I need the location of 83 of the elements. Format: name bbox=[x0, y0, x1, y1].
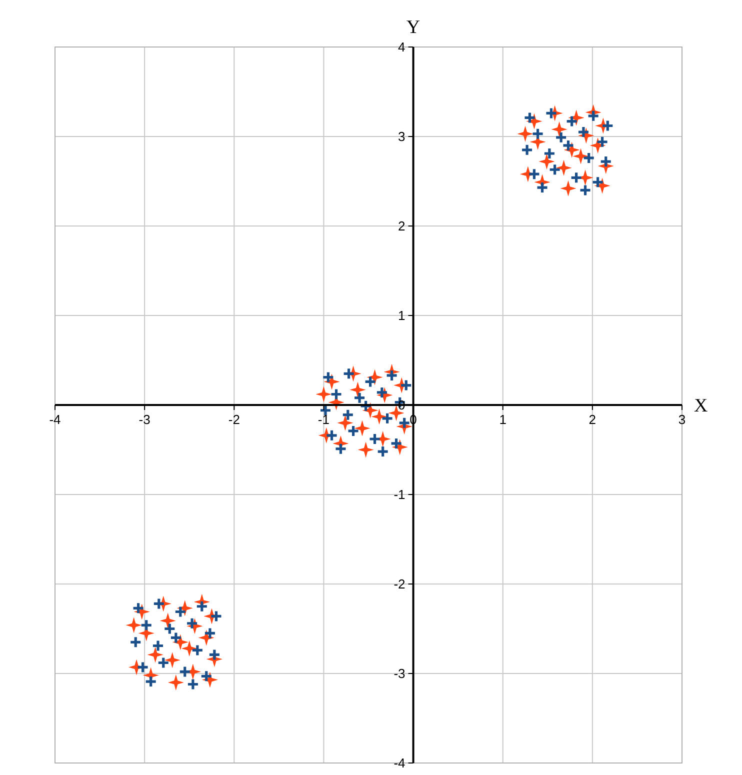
point bbox=[147, 646, 164, 663]
point bbox=[538, 154, 555, 170]
point bbox=[548, 163, 562, 176]
point bbox=[337, 414, 354, 431]
point bbox=[371, 408, 388, 425]
point bbox=[208, 648, 221, 662]
point bbox=[136, 660, 150, 674]
point bbox=[322, 370, 334, 384]
point bbox=[144, 675, 158, 688]
point bbox=[376, 386, 388, 399]
point bbox=[140, 618, 153, 632]
point bbox=[210, 610, 223, 623]
point bbox=[178, 665, 192, 678]
point bbox=[346, 424, 360, 438]
point bbox=[536, 181, 549, 194]
point bbox=[334, 442, 348, 456]
point bbox=[342, 408, 354, 422]
point bbox=[523, 111, 536, 124]
x-tick-label: 1 bbox=[499, 412, 506, 427]
x-tick-label: -1 bbox=[318, 412, 330, 427]
point bbox=[330, 388, 343, 401]
y-tick-label: 3 bbox=[398, 129, 406, 144]
y-tick-label: -2 bbox=[394, 576, 406, 592]
point bbox=[181, 640, 198, 656]
point bbox=[174, 605, 187, 618]
point bbox=[582, 152, 596, 164]
point bbox=[381, 412, 394, 425]
point bbox=[152, 639, 164, 652]
point bbox=[126, 617, 142, 634]
y-tick-label: 2 bbox=[398, 218, 406, 234]
point bbox=[364, 375, 377, 388]
point bbox=[390, 437, 403, 450]
point bbox=[570, 171, 583, 184]
point bbox=[517, 126, 534, 142]
y-tick-label: -4 bbox=[394, 756, 406, 771]
point bbox=[191, 644, 204, 657]
point bbox=[587, 110, 600, 122]
point bbox=[400, 379, 412, 392]
point bbox=[186, 678, 200, 691]
x-axis-title: X bbox=[694, 396, 708, 417]
x-tick-label: -3 bbox=[138, 412, 150, 427]
point bbox=[342, 367, 356, 380]
point bbox=[572, 148, 589, 164]
point bbox=[578, 184, 592, 196]
point bbox=[566, 114, 578, 128]
point bbox=[358, 442, 374, 458]
y-tick-label: -1 bbox=[394, 487, 406, 502]
x-tick-label: 2 bbox=[588, 412, 596, 427]
y-tick-label: 4 bbox=[398, 40, 406, 55]
point bbox=[556, 160, 572, 176]
point bbox=[520, 144, 534, 156]
point bbox=[325, 429, 338, 442]
point bbox=[168, 674, 184, 690]
point bbox=[376, 445, 390, 458]
x-tick-label: -4 bbox=[49, 412, 61, 427]
point bbox=[596, 136, 609, 148]
point bbox=[385, 369, 398, 382]
y-tick-label: -3 bbox=[394, 666, 406, 682]
y-axis-title: Y bbox=[406, 17, 420, 38]
point bbox=[350, 382, 366, 398]
x-tick-label: 3 bbox=[678, 412, 686, 427]
point bbox=[164, 652, 180, 668]
point bbox=[398, 416, 411, 430]
point bbox=[528, 168, 541, 180]
point bbox=[152, 597, 166, 610]
point bbox=[544, 106, 558, 120]
point bbox=[601, 119, 614, 132]
point bbox=[531, 128, 544, 140]
point bbox=[368, 432, 382, 446]
x-tick-label: -2 bbox=[228, 412, 240, 427]
point bbox=[551, 121, 568, 138]
point bbox=[354, 420, 370, 436]
point bbox=[129, 636, 142, 648]
point bbox=[157, 656, 170, 670]
point bbox=[196, 600, 208, 613]
point bbox=[160, 612, 176, 629]
point bbox=[600, 155, 612, 168]
point bbox=[204, 626, 216, 640]
point bbox=[316, 386, 332, 402]
y-tick-label: 1 bbox=[398, 308, 406, 324]
point bbox=[577, 126, 590, 138]
point bbox=[543, 147, 556, 160]
point bbox=[560, 180, 576, 196]
